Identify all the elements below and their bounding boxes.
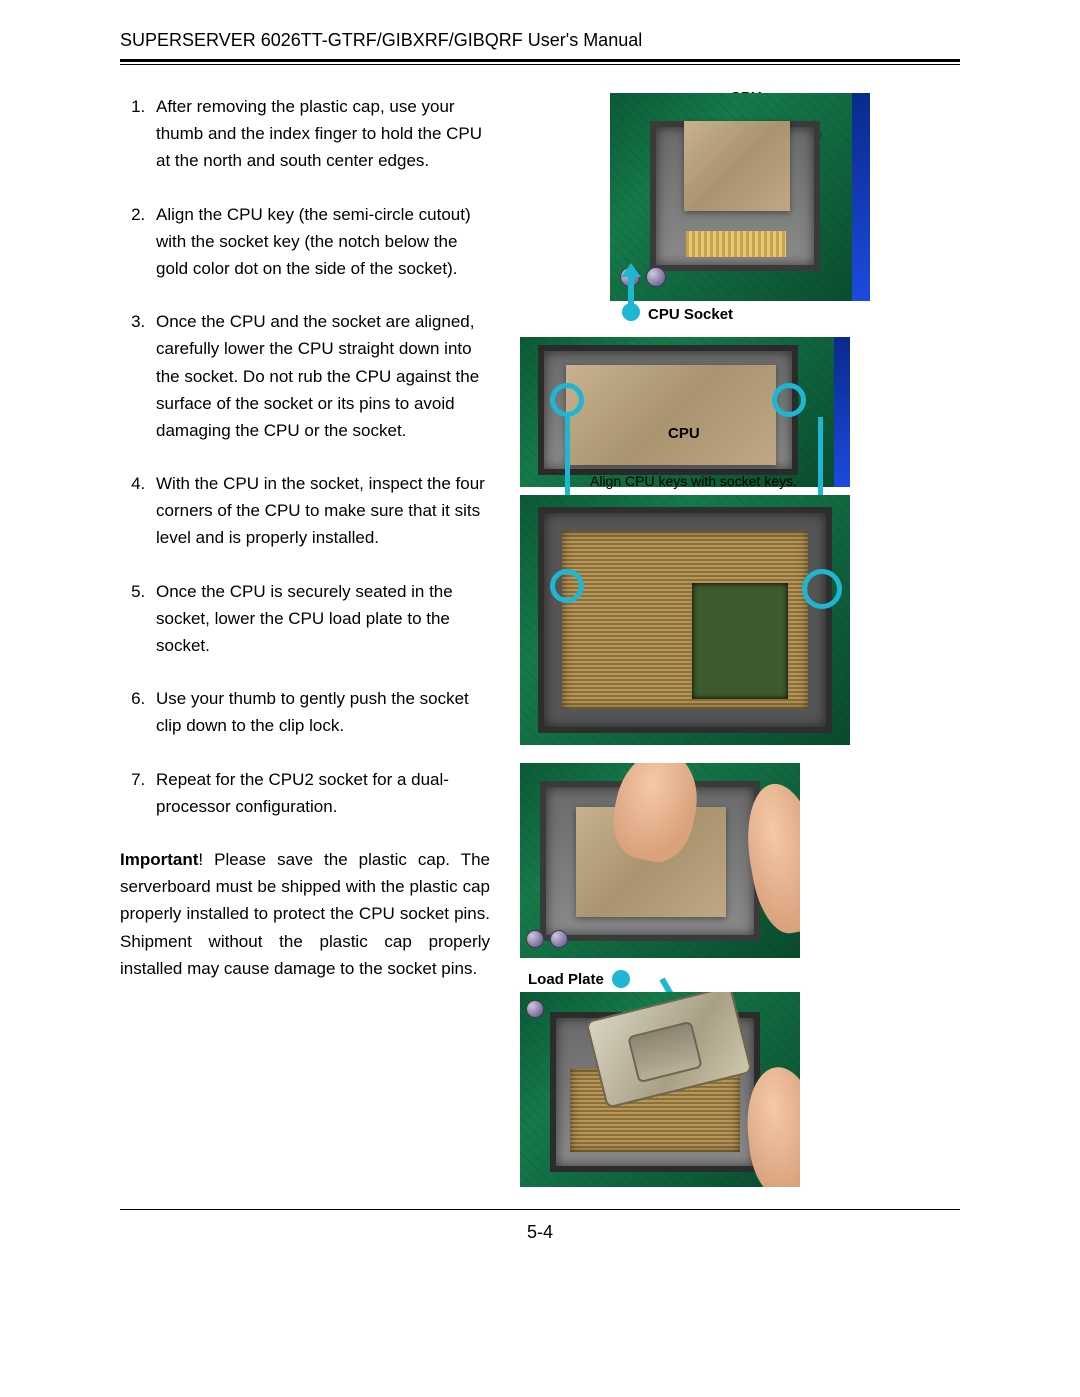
key-ring-icon bbox=[802, 569, 842, 609]
key-ring-icon bbox=[772, 383, 806, 417]
page-number: 5-4 bbox=[120, 1222, 960, 1243]
key-ring-icon bbox=[550, 569, 584, 603]
step-item: Once the CPU is securely seated in the s… bbox=[150, 578, 490, 660]
board-photo bbox=[520, 992, 800, 1187]
important-label: Important bbox=[120, 850, 198, 869]
footer-rule bbox=[120, 1209, 960, 1210]
important-note: Important! Please save the plastic cap. … bbox=[120, 846, 490, 982]
page-header: SUPERSERVER 6026TT-GTRF/GIBXRF/GIBQRF Us… bbox=[120, 30, 960, 51]
step-item: Use your thumb to gently push the socket… bbox=[150, 685, 490, 739]
board-photo bbox=[610, 93, 870, 301]
arrow-up-icon bbox=[628, 275, 634, 305]
instruction-steps: After removing the plastic cap, use your… bbox=[120, 93, 490, 820]
step-item: Align the CPU key (the semi-circle cutou… bbox=[150, 201, 490, 283]
manual-page: SUPERSERVER 6026TT-GTRF/GIBXRF/GIBQRF Us… bbox=[0, 0, 1080, 1263]
socket-dot-icon bbox=[622, 303, 640, 321]
step-item: Repeat for the CPU2 socket for a dual-pr… bbox=[150, 766, 490, 820]
figure-load-plate bbox=[520, 992, 800, 1187]
align-caption: Align CPU keys with socket keys. bbox=[590, 473, 797, 489]
cpu-socket-label: CPU Socket bbox=[648, 306, 733, 323]
figure-align-keys-top: CPU Align CPU keys with socket keys. bbox=[520, 337, 850, 487]
board-photo bbox=[520, 763, 800, 958]
figure-place-cpu bbox=[520, 763, 800, 958]
instructions-column: After removing the plastic cap, use your… bbox=[120, 93, 490, 1195]
figure-cpu-hold: CPU CPU Socket bbox=[520, 93, 870, 301]
header-rule bbox=[120, 59, 960, 65]
figures-column: CPU CPU Socket bbox=[520, 93, 960, 1195]
load-plate-label: Load Plate bbox=[528, 971, 604, 988]
content-columns: After removing the plastic cap, use your… bbox=[120, 93, 960, 1195]
load-plate-row: Load Plate bbox=[528, 970, 630, 988]
step-item: After removing the plastic cap, use your… bbox=[150, 93, 490, 175]
cpu-inside-label: CPU bbox=[668, 425, 700, 442]
figure-socket-pins bbox=[520, 495, 850, 745]
key-ring-icon bbox=[550, 383, 584, 417]
load-plate-dot-icon bbox=[612, 970, 630, 988]
important-text: ! Please save the plastic cap. The serve… bbox=[120, 850, 490, 978]
step-item: With the CPU in the socket, inspect the … bbox=[150, 470, 490, 552]
board-photo bbox=[520, 495, 850, 745]
step-item: Once the CPU and the socket are aligned,… bbox=[150, 308, 490, 444]
